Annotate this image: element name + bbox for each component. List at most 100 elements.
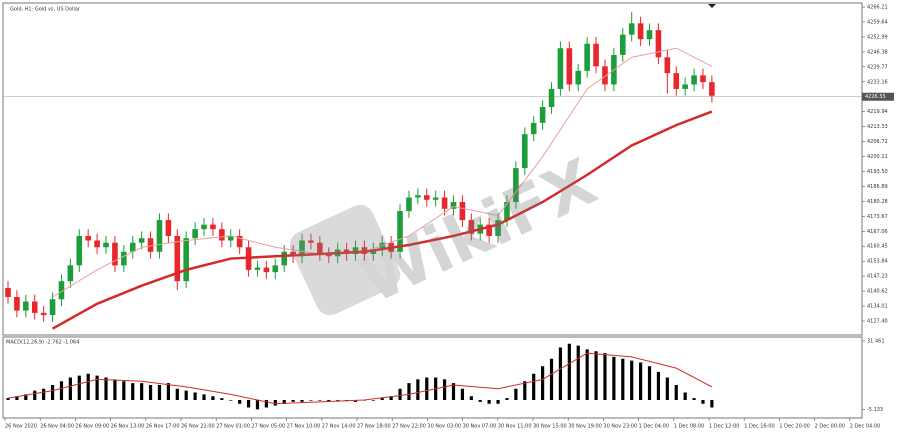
y-tick-label: 4266.21 [867, 5, 888, 11]
macd-bar [122, 381, 126, 400]
x-tick-label: 27 Nov 05:00 [251, 424, 285, 430]
y-tick-label: -5.133 [867, 407, 883, 413]
x-tick-label: 1 Dec 04:00 [639, 424, 669, 430]
candle-body [290, 251, 296, 257]
candle-body [58, 281, 65, 300]
candle-body [637, 23, 644, 40]
x-tick-label: 1 Dec 12:00 [709, 424, 739, 430]
candle-body [646, 30, 653, 40]
macd-bar [166, 383, 170, 400]
candle-body [94, 240, 100, 248]
macd-bar [594, 351, 598, 400]
macd-bar [50, 385, 55, 400]
macd-label: MACD(12,26,9) -2.762 -1.064 [6, 340, 79, 346]
x-tick-label: 27 Nov 18:00 [357, 424, 391, 430]
x-tick-label: 26 Nov 21:00 [181, 424, 215, 430]
candle-body [174, 235, 181, 282]
y-tick-label: 4233.16 [867, 79, 888, 85]
x-tick-label: 30 Nov 03:00 [427, 424, 461, 430]
y-tick-label: 4252.99 [867, 34, 888, 40]
candle-body [628, 23, 635, 35]
macd-bar [193, 392, 197, 400]
macd-bar [59, 381, 64, 400]
macd-bar [371, 400, 375, 401]
macd-bar [33, 390, 37, 400]
macd-bar [202, 394, 206, 400]
candle-body [450, 202, 457, 209]
y-tick-label: 4167.06 [867, 229, 888, 235]
shift-marker [708, 4, 716, 8]
candle-body [664, 57, 671, 74]
candle-body [67, 265, 74, 282]
candle-body [673, 73, 680, 89]
candle-body [165, 220, 172, 236]
candle-body [254, 267, 261, 270]
macd-bar [541, 366, 545, 400]
candle-body [201, 224, 207, 230]
macd-bar [380, 398, 384, 400]
x-tick-label: 26 Nov 04:00 [40, 424, 74, 430]
x-tick-label: 30 Nov 07:00 [463, 424, 497, 430]
macd-bar [674, 385, 678, 400]
x-tick-label: 2 Dec 00:00 [815, 424, 845, 430]
macd-bar [148, 385, 153, 400]
y-tick-label: 4147.23 [867, 274, 888, 280]
candle-body [138, 238, 145, 243]
candle-body [23, 301, 29, 311]
macd-bar [291, 400, 295, 402]
candle-body [432, 197, 439, 200]
macd-bar [647, 366, 652, 400]
macd-bar [229, 400, 233, 401]
macd-bar [460, 388, 465, 400]
macd-bar [585, 349, 589, 400]
macd-bar [523, 381, 527, 400]
macd-bar [15, 396, 19, 400]
macd-bar [336, 400, 340, 401]
macd-bar [505, 398, 509, 400]
macd-bar [683, 392, 687, 400]
macd-bar [77, 375, 81, 400]
candle-body [619, 34, 626, 56]
x-tick-label: 27 Nov 10:00 [287, 424, 321, 430]
macd-bar [24, 394, 28, 400]
macd-bar [309, 400, 313, 401]
candle-body [584, 43, 590, 71]
macd-bar [532, 373, 536, 400]
candle-body [103, 242, 109, 248]
macd-bar [255, 400, 260, 410]
candle-body [682, 84, 688, 89]
macd-bar [567, 343, 571, 400]
chart-title: Gold, H1: Gold vs. US Dollar [10, 7, 81, 13]
candle-body [370, 249, 377, 255]
macd-bar [612, 356, 616, 400]
candle-body [593, 43, 599, 67]
macd-bar [558, 347, 563, 400]
macd-bar [6, 398, 10, 400]
x-tick-label: 26 Nov 17:00 [146, 424, 180, 430]
x-tick-label: 2 Dec 04:00 [850, 424, 880, 430]
candle-body [548, 88, 555, 108]
candle-body [40, 312, 47, 316]
y-tick-label: 4153.84 [867, 259, 888, 265]
candle-body [112, 242, 118, 266]
candle-body [219, 229, 225, 241]
x-tick-label: 26 Nov 09:00 [75, 424, 109, 430]
x-tick-label: 1 Dec 08:00 [674, 424, 704, 430]
macd-bar [175, 388, 179, 400]
macd-bar [603, 353, 607, 400]
macd-bar [157, 385, 162, 400]
candle-body [459, 202, 466, 221]
candle-body [557, 48, 564, 89]
y-tick-label: 4160.45 [867, 244, 888, 250]
macd-bar [104, 377, 108, 400]
candle-body [700, 75, 706, 83]
macd-bar [86, 373, 90, 400]
macd-bar [710, 400, 714, 408]
y-tick-label: 4213.33 [867, 124, 888, 130]
macd-bar [42, 388, 46, 400]
macd-bar [442, 379, 447, 400]
current-price-box [862, 92, 894, 101]
candle-body [530, 122, 537, 135]
macd-bar [389, 396, 393, 400]
